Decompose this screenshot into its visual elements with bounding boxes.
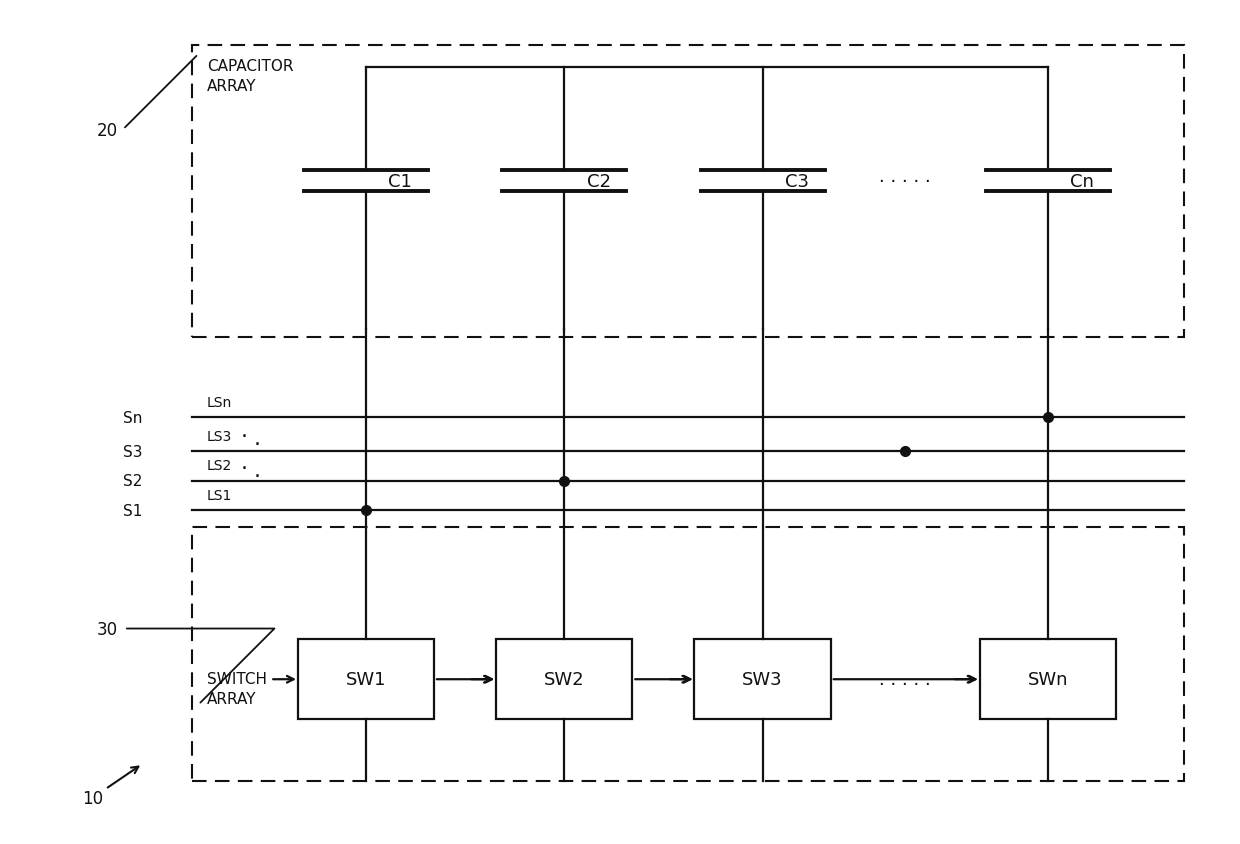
Text: S1: S1 (123, 503, 143, 518)
Bar (298, 640, 434, 719)
Text: LS1: LS1 (207, 488, 232, 502)
Text: SW2: SW2 (544, 670, 584, 689)
Text: C1: C1 (388, 172, 412, 191)
Bar (192, 46, 1184, 338)
Text: LSn: LSn (207, 395, 232, 409)
Bar (980, 640, 1116, 719)
Text: 30: 30 (97, 619, 118, 638)
Text: CAPACITOR
ARRAY: CAPACITOR ARRAY (207, 59, 294, 94)
Bar (496, 640, 632, 719)
Text: .: . (253, 461, 260, 480)
Text: SW3: SW3 (743, 670, 782, 689)
Text: .: . (241, 420, 248, 441)
Text: 20: 20 (97, 122, 118, 140)
Bar (694, 640, 831, 719)
Text: S2: S2 (123, 473, 143, 489)
Text: SWITCH
ARRAY: SWITCH ARRAY (207, 671, 267, 706)
Text: Cn: Cn (1070, 172, 1094, 191)
Text: . . . . .: . . . . . (879, 670, 931, 689)
Text: LS3: LS3 (207, 429, 232, 443)
Text: C2: C2 (587, 172, 610, 191)
Text: SW1: SW1 (346, 670, 386, 689)
Text: .: . (253, 429, 260, 449)
Text: 10: 10 (82, 788, 104, 807)
Text: Sn: Sn (123, 410, 143, 425)
Text: .: . (241, 452, 248, 472)
Text: LS2: LS2 (207, 458, 232, 473)
Text: C3: C3 (785, 172, 808, 191)
Text: . . . . .: . . . . . (879, 168, 931, 187)
Text: S3: S3 (123, 444, 143, 459)
Text: SWn: SWn (1028, 670, 1068, 689)
Bar (192, 528, 1184, 781)
